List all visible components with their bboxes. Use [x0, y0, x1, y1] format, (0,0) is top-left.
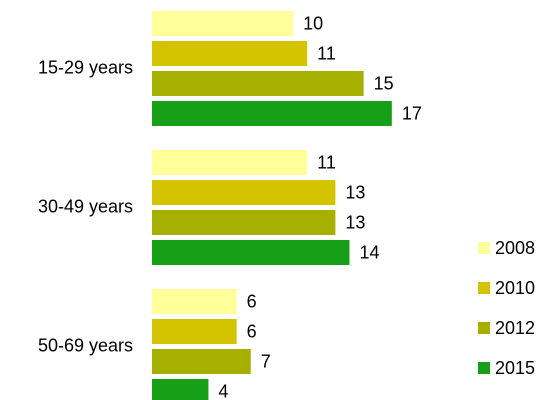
legend-swatch [478, 242, 490, 254]
value-label: 11 [317, 152, 336, 172]
bar [152, 210, 336, 235]
value-label: 7 [261, 351, 271, 371]
bar [152, 41, 308, 66]
value-label: 10 [303, 13, 323, 33]
legend-swatch [478, 322, 490, 334]
bar [152, 101, 392, 126]
bar [152, 379, 209, 400]
value-label: 13 [345, 212, 365, 232]
value-label: 11 [317, 43, 336, 63]
bar [152, 11, 294, 36]
value-label: 17 [402, 103, 422, 123]
value-label: 13 [345, 182, 365, 202]
bar [152, 150, 308, 175]
legend-swatch [478, 282, 490, 294]
bar [152, 180, 336, 205]
bar [152, 71, 364, 96]
value-label: 14 [360, 242, 380, 262]
value-label: 6 [247, 321, 257, 341]
category-label: 50-69 years [38, 335, 133, 355]
legend-swatch [478, 362, 490, 374]
legend-label: 2015 [495, 358, 535, 378]
value-label: 6 [247, 291, 257, 311]
category-label: 15-29 years [38, 57, 133, 77]
legend-label: 2008 [495, 238, 535, 258]
legend-label: 2012 [495, 318, 535, 338]
bar [152, 319, 237, 344]
value-label: 15 [374, 73, 394, 93]
bar [152, 289, 237, 314]
legend-label: 2010 [495, 278, 535, 298]
category-label: 30-49 years [38, 196, 133, 216]
bar [152, 240, 350, 265]
value-label: 4 [218, 381, 228, 400]
bar [152, 349, 251, 374]
